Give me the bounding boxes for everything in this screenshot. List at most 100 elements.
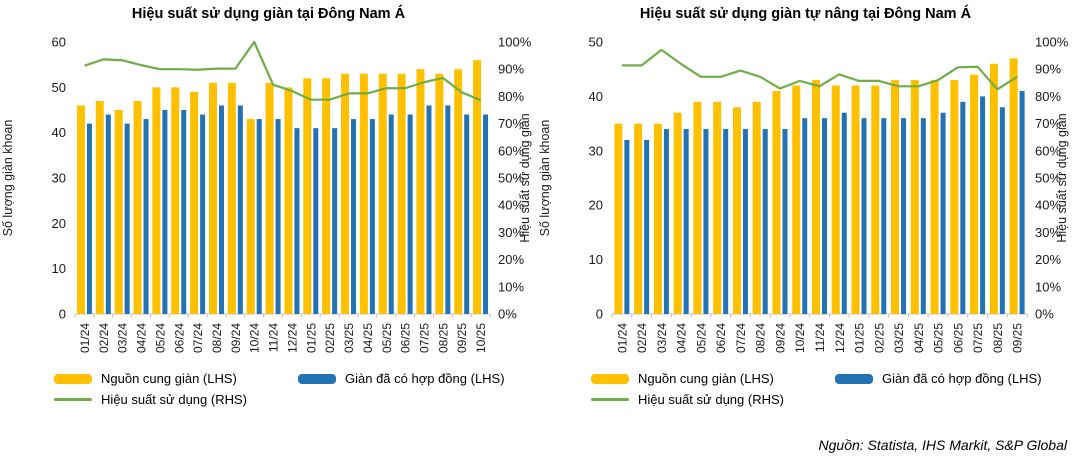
contracted-bar bbox=[407, 114, 413, 315]
right-axis-tick-label: 0% bbox=[498, 307, 517, 322]
supply-bar bbox=[152, 87, 161, 314]
supply-bar bbox=[970, 74, 979, 314]
legend-item-contracted: Giàn đã có hợp đồng (LHS) bbox=[835, 371, 1042, 386]
x-axis-label: 04/25 bbox=[361, 323, 375, 353]
chart-southeast-asia-jackup-rigs: Hiệu suất sử dụng giàn tự nâng tại Đông … bbox=[537, 0, 1074, 410]
utilization-line-swatch bbox=[591, 398, 629, 401]
chart-title: Hiệu suất sử dụng giàn tại Đông Nam Á bbox=[131, 6, 406, 22]
supply-bar bbox=[341, 73, 350, 314]
left-axis-title: Số lượng giàn khoan bbox=[538, 120, 552, 237]
x-axis-label: 01/25 bbox=[304, 323, 318, 353]
x-axis-label: 06/25 bbox=[951, 323, 965, 353]
x-axis-label: 01/24 bbox=[615, 323, 629, 353]
supply-bar bbox=[133, 100, 142, 314]
x-axis-label: 06/24 bbox=[172, 323, 186, 353]
chart-title: Hiệu suất sử dụng giàn tự nâng tại Đông … bbox=[639, 6, 972, 22]
x-axis-label: 02/25 bbox=[323, 323, 337, 353]
x-axis-label: 07/25 bbox=[971, 323, 985, 353]
supply-bar bbox=[693, 101, 702, 314]
legend-row: Nguồn cung giàn (LHS) Giàn đã có hợp đồn… bbox=[54, 368, 537, 389]
contracted-bar bbox=[426, 105, 432, 314]
x-axis-label: 03/24 bbox=[116, 323, 130, 353]
right-axis-tick-label: 80% bbox=[498, 89, 524, 104]
left-axis-tick-label: 50 bbox=[52, 80, 66, 95]
contracted-bar bbox=[901, 118, 907, 314]
contracted-bar bbox=[822, 118, 827, 314]
contracted-bar bbox=[332, 128, 338, 314]
supply-bar bbox=[359, 73, 368, 314]
x-axis-label: 05/25 bbox=[380, 323, 394, 353]
supply-bar bbox=[772, 90, 781, 315]
x-axis-label: 09/24 bbox=[773, 323, 787, 353]
contracted-bar bbox=[703, 129, 709, 314]
supply-bar bbox=[416, 69, 425, 314]
contracted-bar bbox=[464, 114, 470, 315]
supply-bar bbox=[851, 85, 860, 314]
contracted-bar bbox=[841, 112, 847, 314]
x-axis-label: 12/24 bbox=[285, 323, 299, 353]
legend-item-supply: Nguồn cung giàn (LHS) bbox=[54, 371, 298, 386]
contracted-bar bbox=[980, 96, 986, 315]
x-axis-label: 04/25 bbox=[912, 323, 926, 353]
contracted-bar bbox=[445, 105, 451, 314]
contracted-bar bbox=[1019, 90, 1025, 315]
x-axis-label: 06/25 bbox=[399, 323, 413, 353]
x-axis-label: 10/25 bbox=[474, 323, 488, 353]
supply-swatch bbox=[591, 373, 629, 384]
supply-bar bbox=[322, 78, 331, 314]
contracted-bar bbox=[483, 114, 489, 315]
legend-label: Hiệu suất sử dụng (RHS) bbox=[101, 392, 247, 407]
right-axis-tick-label: 10% bbox=[1035, 279, 1061, 294]
x-axis-label: 06/24 bbox=[714, 323, 728, 353]
contracted-bar bbox=[256, 119, 262, 314]
supply-bar bbox=[378, 73, 387, 314]
contracted-bar bbox=[683, 129, 689, 314]
source-note: Nguồn: Statista, IHS Markit, S&P Global bbox=[818, 437, 1067, 453]
supply-bar bbox=[473, 60, 482, 315]
legend-label: Nguồn cung giàn (LHS) bbox=[638, 371, 774, 386]
left-axis-tick-label: 10 bbox=[52, 261, 66, 276]
right-axis-tick-label: 80% bbox=[1035, 89, 1061, 104]
legend-label: Hiệu suất sử dụng (RHS) bbox=[638, 392, 784, 407]
contracted-bar bbox=[294, 128, 300, 314]
supply-bar bbox=[114, 110, 123, 314]
contracted-bar bbox=[624, 139, 630, 314]
x-axis-label: 07/25 bbox=[417, 323, 431, 353]
x-axis-label: 11/24 bbox=[267, 323, 281, 352]
utilization-line bbox=[621, 48, 1018, 91]
contracted-bar bbox=[218, 105, 224, 314]
contracted-bar bbox=[802, 118, 808, 314]
supply-bar bbox=[171, 87, 180, 314]
x-axis-label: 03/24 bbox=[655, 323, 669, 353]
contracted-bar bbox=[999, 107, 1005, 314]
contracted-bar bbox=[237, 105, 243, 314]
left-axis-tick-label: 20 bbox=[52, 216, 66, 231]
supply-bar bbox=[812, 80, 820, 314]
x-axis-label: 02/24 bbox=[97, 323, 111, 353]
x-axis-label: 01/25 bbox=[853, 323, 867, 353]
supply-bar bbox=[76, 105, 85, 314]
x-axis-label: 09/25 bbox=[455, 323, 469, 353]
x-axis-label: 03/25 bbox=[342, 323, 356, 353]
supply-bar bbox=[989, 63, 998, 315]
right-axis-title: Hiệu suất sử dụng giàn bbox=[518, 113, 532, 242]
x-axis-label: 05/24 bbox=[153, 323, 167, 353]
legend-item-utilization: Hiệu suất sử dụng (RHS) bbox=[591, 392, 835, 407]
x-axis-label: 04/24 bbox=[135, 323, 149, 353]
legend-row: Hiệu suất sử dụng (RHS) bbox=[54, 389, 537, 410]
x-axis-label: 11/24 bbox=[813, 323, 827, 352]
right-axis-tick-label: 90% bbox=[1035, 62, 1061, 77]
contracted-bar bbox=[105, 114, 111, 315]
right-axis-title: Hiệu suất sử dụng giàn bbox=[1055, 113, 1069, 242]
contracted-bar bbox=[861, 118, 867, 314]
x-axis-label: 04/24 bbox=[675, 323, 689, 353]
contracted-bar bbox=[960, 101, 966, 314]
right-axis-tick-label: 50% bbox=[1035, 171, 1061, 186]
contracted-bar bbox=[369, 119, 375, 314]
legend-label: Nguồn cung giàn (LHS) bbox=[101, 371, 237, 386]
contracted-bar bbox=[313, 128, 319, 314]
contracted-bar bbox=[881, 118, 887, 314]
contracted-bar bbox=[200, 114, 206, 315]
supply-bar bbox=[634, 123, 643, 314]
